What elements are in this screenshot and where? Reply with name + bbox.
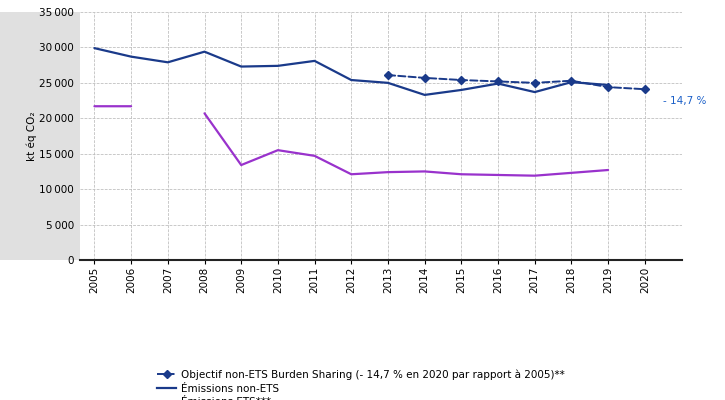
Y-axis label: kt éq CO₂: kt éq CO₂ [26, 111, 36, 161]
Text: - 14,7 %: - 14,7 % [663, 96, 707, 106]
Legend: Objectif non-ETS Burden Sharing (- 14,7 % en 2020 par rapport à 2005)**, Émissio: Objectif non-ETS Burden Sharing (- 14,7 … [157, 369, 565, 400]
